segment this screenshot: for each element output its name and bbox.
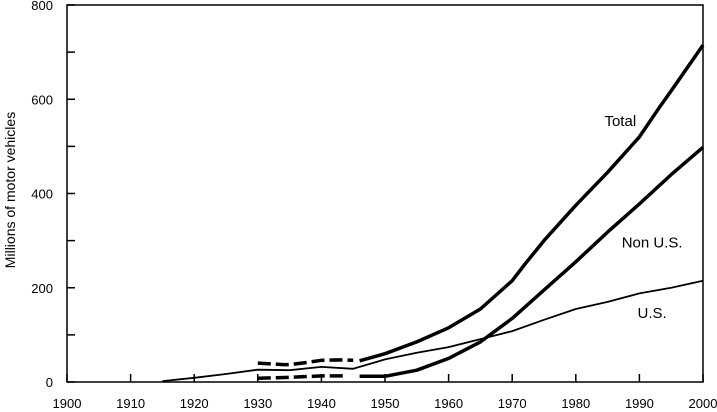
plot-frame (66, 4, 704, 383)
series-line (162, 279, 704, 382)
series-labels: Total Non U.S. U.S. (604, 113, 682, 322)
y-tick-label: 400 (31, 187, 53, 202)
x-tick-label: 1940 (307, 396, 336, 411)
series-line (359, 145, 705, 379)
y-axis-title: Millions of motor vehicles (2, 112, 18, 268)
series-label: Total (604, 113, 636, 130)
y-tick-label: 600 (31, 92, 53, 107)
series-label: Non U.S. (622, 235, 683, 252)
x-tick-label: 1920 (180, 396, 209, 411)
series-line (359, 44, 705, 363)
x-tick-label: 2000 (689, 396, 717, 411)
y-tick-label: 200 (31, 281, 53, 296)
x-tick-label: 1960 (434, 396, 463, 411)
y-tick-label: 800 (31, 0, 53, 13)
x-tick-label: 1900 (53, 396, 82, 411)
x-tick-label: 1990 (625, 396, 654, 411)
series-u-s (162, 279, 704, 382)
series-line-dashed (257, 358, 354, 367)
x-tick-label: 1930 (243, 396, 272, 411)
series-layer (162, 44, 705, 382)
series-non-u-s (257, 145, 705, 380)
x-tick-label: 1970 (498, 396, 527, 411)
x-axis: 1900 1910 1920 1930 1940 1950 1960 1970 1980 1990… (53, 374, 717, 411)
series-total (257, 44, 705, 367)
y-axis: 0 200 400 600 800 (31, 0, 75, 390)
x-tick-label: 1910 (116, 396, 145, 411)
x-tick-label: 1980 (561, 396, 590, 411)
x-tick-label: 1950 (371, 396, 400, 411)
series-label: U.S. (638, 305, 667, 322)
series-line-dashed (257, 374, 347, 380)
y-tick-label: 0 (46, 375, 53, 390)
